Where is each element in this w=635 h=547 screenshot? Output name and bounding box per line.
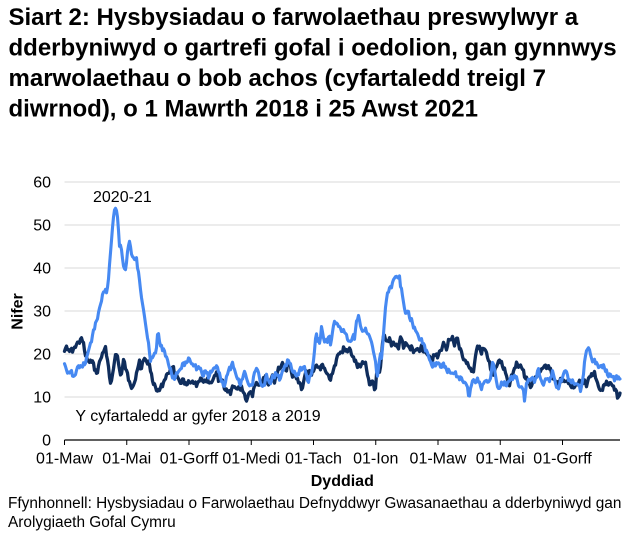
- svg-text:Siart 2: Hysbysiadau o farwola: Siart 2: Hysbysiadau o farwolaethau pres…: [9, 4, 579, 31]
- svg-text:Y cyfartaledd ar gyfer 2018 a: Y cyfartaledd ar gyfer 2018 a 2019: [75, 408, 320, 425]
- svg-text:Nifer: Nifer: [9, 293, 26, 329]
- svg-text:0: 0: [42, 433, 51, 450]
- svg-text:Dyddiad: Dyddiad: [311, 473, 374, 490]
- svg-text:Arolygiaeth Gofal Cymru: Arolygiaeth Gofal Cymru: [8, 514, 176, 531]
- svg-text:Ffynhonnell: Hysbysiadau o Far: Ffynhonnell: Hysbysiadau o Farwolaethau …: [8, 495, 621, 512]
- svg-text:40: 40: [33, 261, 51, 278]
- svg-text:2020-21: 2020-21: [93, 189, 152, 206]
- svg-text:10: 10: [33, 390, 51, 407]
- svg-text:01-Maw: 01-Maw: [36, 451, 93, 468]
- svg-text:50: 50: [33, 218, 51, 235]
- svg-text:01-Tach: 01-Tach: [285, 451, 342, 468]
- svg-text:30: 30: [33, 304, 51, 321]
- svg-text:dderbyniwyd o gartrefi gofal i: dderbyniwyd o gartrefi gofal i oedolion,…: [9, 34, 617, 61]
- svg-text:01-Gorff: 01-Gorff: [533, 451, 592, 468]
- svg-text:01-Ion: 01-Ion: [353, 451, 398, 468]
- svg-text:01-Gorff: 01-Gorff: [160, 451, 219, 468]
- svg-text:marwolaethau o bob achos (cyfa: marwolaethau o bob achos (cyfartaledd tr…: [9, 65, 546, 92]
- svg-text:20: 20: [33, 347, 51, 364]
- svg-text:01-Medi: 01-Medi: [222, 451, 280, 468]
- svg-text:01-Mai: 01-Mai: [102, 451, 151, 468]
- svg-text:diwrnod), o 1 Mawrth 2018 i 25: diwrnod), o 1 Mawrth 2018 i 25 Awst 2021: [9, 96, 479, 123]
- svg-text:01-Maw: 01-Maw: [410, 451, 467, 468]
- svg-text:60: 60: [33, 175, 51, 192]
- svg-text:01-Mai: 01-Mai: [476, 451, 525, 468]
